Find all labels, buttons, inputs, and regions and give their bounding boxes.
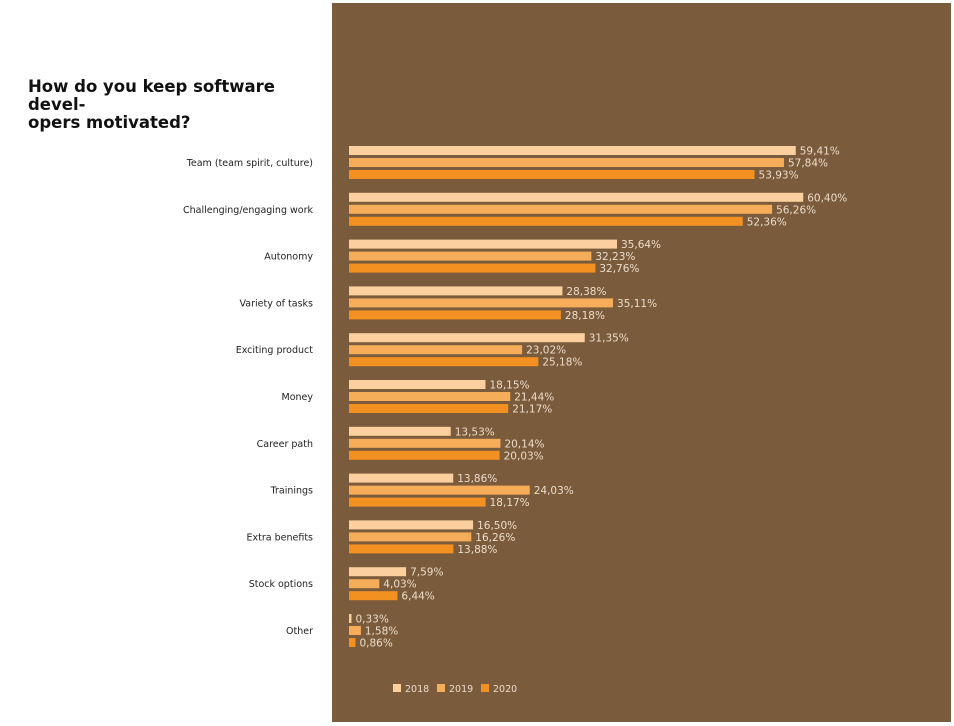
bar-2020 (349, 357, 539, 367)
bar-2019 (349, 485, 530, 495)
category-label: Trainings (270, 486, 313, 497)
bar-2019 (349, 438, 501, 448)
bar-2019 (349, 579, 380, 589)
data-label: 16,50% (477, 520, 517, 532)
data-label: 60,40% (807, 192, 847, 204)
data-label: 35,64% (621, 239, 661, 251)
bar-2019 (349, 204, 773, 214)
category-label: Exciting product (236, 345, 314, 356)
data-label: 20,03% (504, 450, 544, 462)
data-label: 56,26% (776, 204, 816, 216)
bar-2020 (349, 450, 500, 460)
bar-2020 (349, 497, 486, 507)
data-label: 7,59% (410, 567, 443, 579)
data-label: 21,17% (512, 404, 552, 416)
bar-2019 (349, 392, 511, 401)
bar-2020 (349, 544, 454, 554)
legend-label-2018: 2018 (405, 684, 429, 695)
data-label: 16,26% (475, 532, 515, 544)
bar-2020 (349, 404, 509, 413)
category-label: Autonomy (264, 252, 313, 263)
bar-group-extra-benefits: Extra benefits 16,50%16,26%13,88% (247, 520, 518, 556)
bar-group-career-path: Career path 13,53% 20,14%20,03% (257, 426, 545, 462)
bar-2018 (349, 146, 796, 155)
bar-group-stock-options: Stock options 7,59%4,03%6,44% (249, 567, 444, 603)
data-label: 35,11% (617, 298, 657, 310)
bar-2019 (349, 158, 784, 167)
data-label: 13,53% (455, 426, 495, 438)
category-label: Stock options (249, 579, 313, 590)
data-label: 4,03% (383, 579, 416, 591)
bar-2018 (349, 239, 618, 249)
bar-2018 (349, 567, 407, 577)
bar-2019 (349, 298, 614, 308)
category-label: Extra benefits (247, 532, 314, 543)
data-label: 25,18% (542, 357, 582, 369)
data-label: 18,15% (489, 380, 529, 392)
bar-2018 (349, 286, 563, 296)
bar-2018 (349, 192, 804, 202)
legend-swatch-2018 (393, 684, 401, 692)
bar-group-exciting-product: Exciting product 31,35% 23,02%25,18% (236, 333, 629, 369)
bar-2020 (349, 310, 561, 320)
bar-2018 (349, 520, 474, 530)
bar-2018 (349, 473, 454, 483)
bar-2020 (349, 170, 755, 179)
bar-group-trainings: Trainings 13,86% 24,03% 18,17% (270, 473, 574, 509)
category-label: Money (282, 392, 314, 403)
bar-2019 (349, 532, 472, 542)
bar-2020 (349, 216, 743, 226)
data-label: 23,02% (526, 345, 566, 357)
category-label: Team (team spirit, culture) (186, 158, 313, 169)
data-label: 0,33% (355, 614, 388, 626)
data-label: 24,03% (534, 485, 574, 497)
bar-2018 (349, 614, 352, 623)
bar-group-team-team-spirit-culture: Team (team spirit, culture) 59,41%57,84%5… (186, 146, 840, 182)
data-label: 18,17% (490, 497, 530, 509)
data-label: 21,44% (514, 392, 554, 404)
bar-2018 (349, 380, 486, 389)
data-label: 6,44% (401, 591, 434, 603)
bar-2018 (349, 333, 585, 343)
data-label: 52,36% (747, 216, 787, 228)
data-label: 31,35% (589, 333, 629, 345)
bar-group-autonomy: Autonomy 35,64%32,23%32,76% (264, 239, 661, 275)
legend-swatch-2019 (437, 684, 445, 692)
data-label: 32,23% (595, 251, 635, 263)
legend-label-2019: 2019 (449, 684, 473, 695)
chart-title: How do you keep software devel-opers mot… (28, 77, 276, 132)
bar-group-other: Other 0,33%1,58%0,86% (286, 614, 398, 650)
bar-2020 (349, 638, 356, 647)
bar-2020 (349, 263, 596, 273)
bar-2019 (349, 251, 592, 261)
category-label: Variety of tasks (240, 298, 314, 309)
data-label: 20,14% (504, 438, 544, 450)
data-label: 0,86% (359, 638, 392, 650)
data-label: 28,18% (565, 310, 605, 322)
bar-2018 (349, 426, 451, 436)
data-label: 28,38% (566, 286, 606, 298)
category-label: Challenging/engaging work (183, 205, 313, 216)
legend-label-2020: 2020 (493, 684, 517, 695)
bar-2019 (349, 626, 361, 635)
data-label: 1,58% (365, 626, 398, 638)
legend-swatch-2020 (481, 684, 489, 692)
data-label: 57,84% (788, 158, 828, 170)
data-label: 32,76% (599, 263, 639, 275)
category-label: Other (286, 626, 313, 637)
bar-group-money: Money 18,15%21,44%21,17% (282, 380, 555, 416)
bar-group-variety-of-tasks: Variety of tasks 28,38% 35,11% 28,18% (240, 286, 658, 322)
bar-group-challenging-engaging-work: Challenging/engaging work 60,40%56,26%52,… (183, 192, 847, 228)
data-label: 59,41% (800, 146, 840, 158)
data-label: 13,86% (457, 473, 497, 485)
bar-2020 (349, 591, 398, 601)
bar-2019 (349, 345, 523, 355)
data-label: 53,93% (759, 170, 799, 182)
legend: 2018 2019 2020 (393, 684, 517, 695)
data-label: 13,88% (457, 544, 497, 556)
category-label: Career path (257, 439, 313, 450)
